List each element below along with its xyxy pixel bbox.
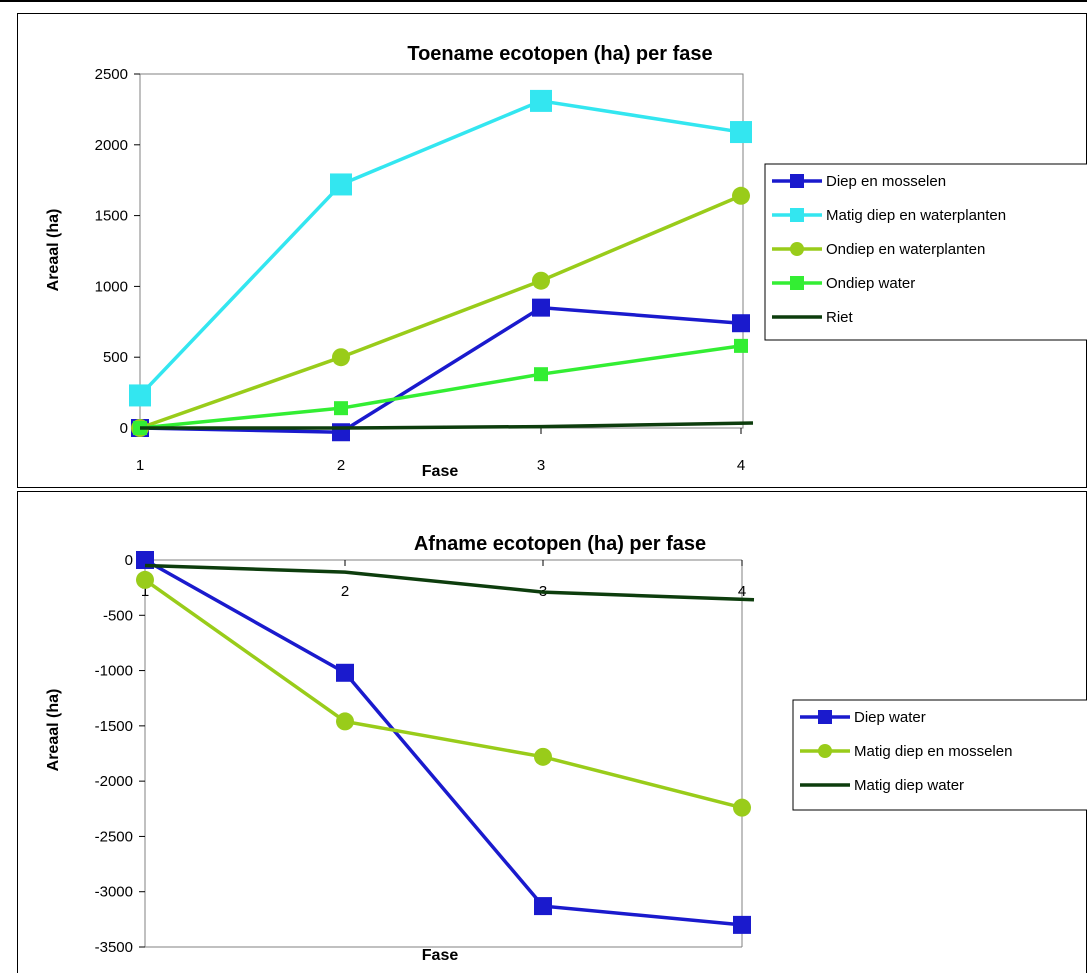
chart2-xtick-label: 2 — [341, 583, 349, 600]
series-line — [140, 421, 754, 430]
data-point — [336, 712, 354, 731]
chart2-ytick-label: -1000 — [95, 663, 133, 680]
data-point — [336, 663, 354, 682]
chart2-ytick-label: -3000 — [95, 884, 133, 901]
chart1-ytick-label: 500 — [103, 349, 128, 366]
chart1-legend — [764, 163, 1087, 341]
legend-label: Matig diep en waterplanten — [826, 207, 1006, 224]
series-line — [138, 99, 742, 397]
legend-marker — [790, 276, 804, 290]
chart2-title: Afname ecotopen (ha) per fase — [414, 533, 706, 555]
legend-label: Matig diep en mosselen — [854, 743, 1012, 760]
legend-entry-1: Diep water — [800, 709, 926, 726]
data-point — [532, 271, 550, 290]
data-point — [332, 423, 350, 442]
data-point — [332, 348, 350, 367]
data-point — [734, 338, 748, 353]
legend-label: Matig diep water — [854, 777, 964, 794]
legend-marker — [790, 242, 804, 256]
chart1-title: Toename ecotopen (ha) per fase — [407, 43, 712, 65]
data-point — [732, 186, 750, 205]
legend-marker — [818, 744, 832, 758]
legend-entry-3: Matig diep water — [800, 777, 964, 794]
series-line — [139, 194, 742, 430]
chart2-ylabel: Areaal (ha) — [45, 689, 62, 772]
chart2-ytick-label: -2000 — [95, 773, 133, 790]
data-point — [733, 798, 751, 817]
legend-label: Ondiep en waterplanten — [826, 241, 985, 258]
legend-entry-2: Matig diep en waterplanten — [772, 207, 1006, 224]
chart2-xtick-label: 1 — [141, 583, 149, 600]
data-point — [532, 298, 550, 317]
legend-label: Diep en mosselen — [826, 173, 946, 190]
data-point — [534, 747, 552, 766]
data-point — [530, 89, 552, 112]
data-point — [732, 314, 750, 333]
legend-marker — [790, 208, 804, 222]
chart1-series-4 — [133, 338, 748, 435]
data-point — [330, 173, 352, 196]
chart1-series-3 — [131, 186, 750, 437]
legend-entry-2: Matig diep en mosselen — [800, 743, 1012, 760]
chart1-xlabel: Fase — [422, 463, 459, 480]
chart2-ytick-label: -2500 — [95, 828, 133, 845]
data-point — [129, 384, 151, 407]
chart1-series-2 — [129, 89, 752, 407]
series-line — [144, 563, 755, 602]
chart1-xtick-label: 2 — [337, 457, 345, 474]
data-point — [733, 915, 751, 934]
chart1-ytick-label: 1000 — [95, 278, 128, 295]
data-point — [730, 121, 752, 144]
chart2-series-1 — [136, 551, 751, 934]
data-point — [136, 570, 154, 589]
chart2-series-2 — [136, 570, 751, 817]
data-point — [534, 367, 548, 382]
chart1-xtick-label: 3 — [537, 457, 545, 474]
chart1-plot-area — [139, 73, 744, 429]
legend-label: Ondiep water — [826, 275, 915, 292]
series-line — [144, 558, 743, 927]
chart2-xtick-label: 4 — [738, 583, 746, 600]
series-line — [143, 578, 743, 810]
data-point — [334, 401, 348, 416]
chart1-series-5 — [140, 421, 754, 430]
series-line — [139, 344, 742, 430]
chart1-xtick-label: 4 — [737, 457, 745, 474]
chart2-ytick-label: 0 — [125, 552, 133, 569]
chart1-xtick-label: 1 — [136, 457, 144, 474]
chart1-ylabel: Areaal (ha) — [45, 209, 62, 292]
legend-marker — [790, 174, 804, 188]
top-border-line — [0, 0, 1087, 2]
legend-label: Riet — [826, 309, 854, 326]
chart2-ytick-label: -500 — [103, 607, 133, 624]
legend-label: Diep water — [854, 709, 926, 726]
legend-entry-5: Riet — [772, 309, 854, 326]
chart1-ytick-label: 0 — [120, 420, 128, 437]
legend-entry-1: Diep en mosselen — [772, 173, 946, 190]
legend-entry-4: Ondiep water — [772, 275, 915, 292]
chart2-ytick-label: -3500 — [95, 939, 133, 956]
chart2-series-3 — [144, 563, 755, 602]
data-point — [534, 897, 552, 916]
chart2-ytick-label: -1500 — [95, 718, 133, 735]
series-line — [139, 305, 742, 435]
legend-entry-3: Ondiep en waterplanten — [772, 241, 985, 258]
legend-marker — [818, 710, 832, 724]
chart2-xlabel: Fase — [422, 947, 459, 964]
chart1-ytick-label: 2000 — [95, 137, 128, 154]
chart1-ytick-label: 1500 — [95, 208, 128, 225]
chart1-ytick-label: 2500 — [95, 66, 128, 83]
